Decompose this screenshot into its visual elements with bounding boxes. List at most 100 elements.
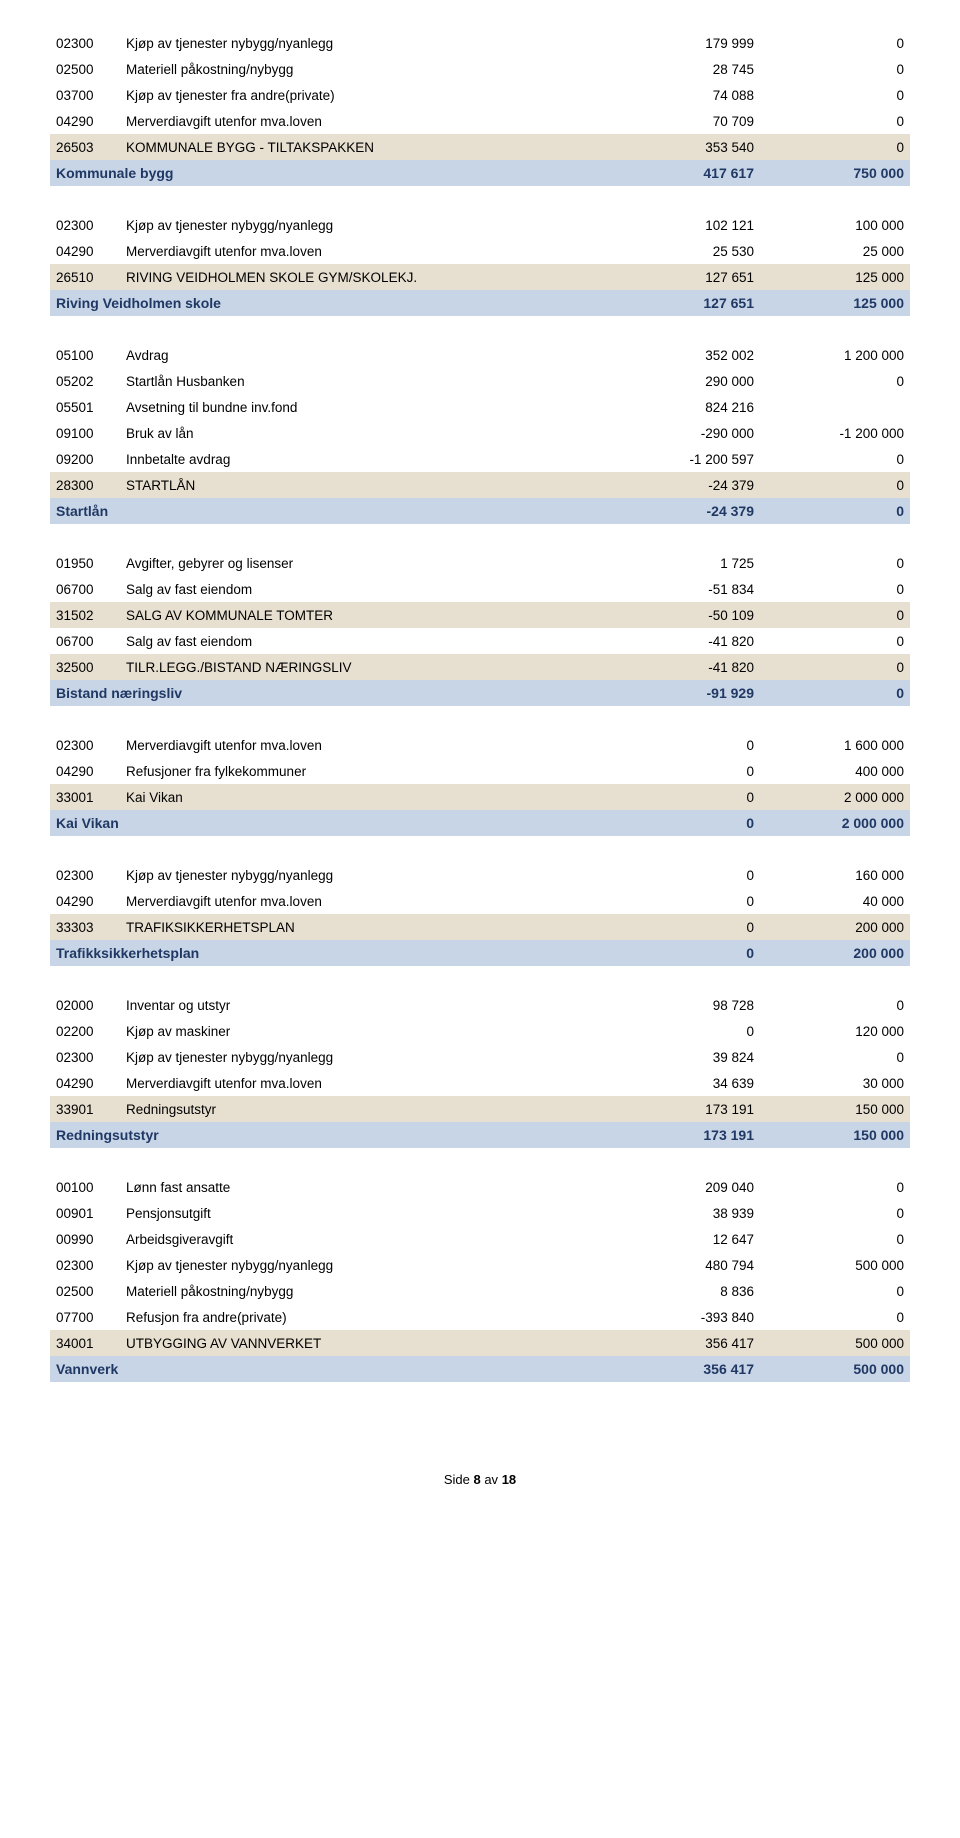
row-value-1: 70 709 xyxy=(610,108,760,134)
row-description: Materiell påkostning/nybygg xyxy=(120,56,610,82)
row-value-2: 0 xyxy=(760,1200,910,1226)
spacer-row xyxy=(50,186,910,212)
detail-row: 02300Kjøp av tjenester nybygg/nyanlegg17… xyxy=(50,30,910,56)
row-value-1: 0 xyxy=(610,758,760,784)
row-value-2: 0 xyxy=(760,1226,910,1252)
subtotal-row: 28300STARTLÅN-24 3790 xyxy=(50,472,910,498)
total-label: Trafikksikkerhetsplan xyxy=(50,940,610,966)
row-value-1: 38 939 xyxy=(610,1200,760,1226)
row-value-2: 40 000 xyxy=(760,888,910,914)
row-description: Avsetning til bundne inv.fond xyxy=(120,394,610,420)
total-row: Kai Vikan02 000 000 xyxy=(50,810,910,836)
row-value-1: 824 216 xyxy=(610,394,760,420)
subtotal-row: 32500TILR.LEGG./BISTAND NÆRINGSLIV-41 82… xyxy=(50,654,910,680)
detail-row: 02300Merverdiavgift utenfor mva.loven01 … xyxy=(50,732,910,758)
detail-row: 05100Avdrag352 0021 200 000 xyxy=(50,342,910,368)
row-value-2: 0 xyxy=(760,992,910,1018)
row-code: 02200 xyxy=(50,1018,120,1044)
row-value-2: 0 xyxy=(760,446,910,472)
row-description: Lønn fast ansatte xyxy=(120,1174,610,1200)
row-description: Materiell påkostning/nybygg xyxy=(120,1278,610,1304)
row-description: Merverdiavgift utenfor mva.loven xyxy=(120,108,610,134)
row-code: 05501 xyxy=(50,394,120,420)
page-footer: Side 8 av 18 xyxy=(50,1472,910,1487)
row-value-1: 127 651 xyxy=(610,290,760,316)
row-value-2: 0 xyxy=(760,654,910,680)
row-value-1: 102 121 xyxy=(610,212,760,238)
row-value-1: 356 417 xyxy=(610,1356,760,1382)
row-value-2: 0 xyxy=(760,472,910,498)
total-label: Startlån xyxy=(50,498,610,524)
row-description: Kjøp av maskiner xyxy=(120,1018,610,1044)
row-description: Merverdiavgift utenfor mva.loven xyxy=(120,888,610,914)
row-value-1: 0 xyxy=(610,862,760,888)
detail-row: 06700Salg av fast eiendom-51 8340 xyxy=(50,576,910,602)
row-value-1: 0 xyxy=(610,888,760,914)
detail-row: 02500Materiell påkostning/nybygg8 8360 xyxy=(50,1278,910,1304)
row-value-2: 200 000 xyxy=(760,940,910,966)
spacer-row xyxy=(50,316,910,342)
row-code: 09100 xyxy=(50,420,120,446)
subtotal-row: 34001UTBYGGING AV VANNVERKET356 417500 0… xyxy=(50,1330,910,1356)
row-value-2: 500 000 xyxy=(760,1252,910,1278)
footer-middle: av xyxy=(481,1472,502,1487)
row-description: Innbetalte avdrag xyxy=(120,446,610,472)
subtotal-row: 26503KOMMUNALE BYGG - TILTAKSPAKKEN353 5… xyxy=(50,134,910,160)
row-value-1: 0 xyxy=(610,914,760,940)
row-code: 31502 xyxy=(50,602,120,628)
row-code: 02000 xyxy=(50,992,120,1018)
row-value-2: 500 000 xyxy=(760,1330,910,1356)
row-value-2: 400 000 xyxy=(760,758,910,784)
total-label: Kommunale bygg xyxy=(50,160,610,186)
total-row: Trafikksikkerhetsplan0200 000 xyxy=(50,940,910,966)
row-description: STARTLÅN xyxy=(120,472,610,498)
row-description: Kjøp av tjenester fra andre(private) xyxy=(120,82,610,108)
row-description: Merverdiavgift utenfor mva.loven xyxy=(120,732,610,758)
row-code: 00901 xyxy=(50,1200,120,1226)
detail-row: 00901Pensjonsutgift38 9390 xyxy=(50,1200,910,1226)
row-value-2: 1 600 000 xyxy=(760,732,910,758)
row-value-2: 0 xyxy=(760,108,910,134)
row-code: 04290 xyxy=(50,758,120,784)
footer-page-total: 18 xyxy=(502,1472,516,1487)
row-value-2: 0 xyxy=(760,56,910,82)
row-value-2: 0 xyxy=(760,550,910,576)
row-description: Salg av fast eiendom xyxy=(120,576,610,602)
total-row: Vannverk356 417500 000 xyxy=(50,1356,910,1382)
row-value-1: 0 xyxy=(610,784,760,810)
subtotal-row: 33001Kai Vikan02 000 000 xyxy=(50,784,910,810)
row-value-2: 30 000 xyxy=(760,1070,910,1096)
row-value-1: -290 000 xyxy=(610,420,760,446)
row-description: Arbeidsgiveravgift xyxy=(120,1226,610,1252)
row-code: 26503 xyxy=(50,134,120,160)
row-value-1: 39 824 xyxy=(610,1044,760,1070)
row-description: Bruk av lån xyxy=(120,420,610,446)
row-description: UTBYGGING AV VANNVERKET xyxy=(120,1330,610,1356)
row-value-2: 0 xyxy=(760,82,910,108)
row-value-1: 356 417 xyxy=(610,1330,760,1356)
row-code: 03700 xyxy=(50,82,120,108)
row-value-1: 8 836 xyxy=(610,1278,760,1304)
row-code: 26510 xyxy=(50,264,120,290)
row-description: Redningsutstyr xyxy=(120,1096,610,1122)
row-code: 02300 xyxy=(50,1252,120,1278)
detail-row: 03700Kjøp av tjenester fra andre(private… xyxy=(50,82,910,108)
row-value-2: 500 000 xyxy=(760,1356,910,1382)
spacer-row xyxy=(50,524,910,550)
row-description: TRAFIKSIKKERHETSPLAN xyxy=(120,914,610,940)
row-description: KOMMUNALE BYGG - TILTAKSPAKKEN xyxy=(120,134,610,160)
row-value-2: 0 xyxy=(760,30,910,56)
detail-row: 04290Refusjoner fra fylkekommuner0400 00… xyxy=(50,758,910,784)
row-value-1: -41 820 xyxy=(610,628,760,654)
detail-row: 07700Refusjon fra andre(private)-393 840… xyxy=(50,1304,910,1330)
row-code: 02300 xyxy=(50,732,120,758)
row-description: Kjøp av tjenester nybygg/nyanlegg xyxy=(120,30,610,56)
row-value-1: -1 200 597 xyxy=(610,446,760,472)
subtotal-row: 33901Redningsutstyr173 191150 000 xyxy=(50,1096,910,1122)
row-description: Inventar og utstyr xyxy=(120,992,610,1018)
footer-page-current: 8 xyxy=(473,1472,480,1487)
row-value-2: -1 200 000 xyxy=(760,420,910,446)
row-value-2: 125 000 xyxy=(760,264,910,290)
row-description: Kjøp av tjenester nybygg/nyanlegg xyxy=(120,212,610,238)
row-description: Kai Vikan xyxy=(120,784,610,810)
